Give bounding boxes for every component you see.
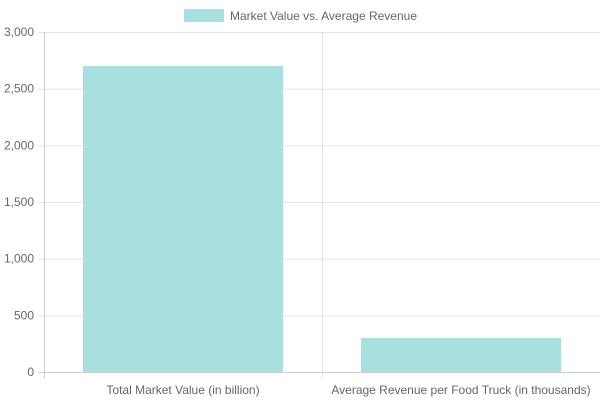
y-tick-label: 2,000 [4,138,34,152]
y-tick-label: 500 [14,308,34,322]
legend-label[interactable]: Market Value vs. Average Revenue [230,9,417,23]
y-tick-label: 1,000 [4,252,34,266]
legend[interactable]: Market Value vs. Average Revenue [184,9,417,23]
x-tick-label: Total Market Value (in billion) [106,383,259,397]
bar[interactable] [82,66,284,372]
y-tick-label: 3,000 [4,25,34,39]
x-tick-label: Average Revenue per Food Truck (in thous… [331,383,590,397]
x-axis-tick-labels: Total Market Value (in billion) Average R… [106,383,590,397]
bars [82,66,562,372]
bar[interactable] [360,338,562,372]
y-tick-label: 0 [27,365,34,379]
y-tick-label: 1,500 [4,195,34,209]
legend-swatch[interactable] [184,9,224,22]
y-tick-label: 2,500 [4,82,34,96]
y-axis-tick-labels: 0 500 1,000 1,500 2,000 2,500 3,000 [4,25,34,379]
